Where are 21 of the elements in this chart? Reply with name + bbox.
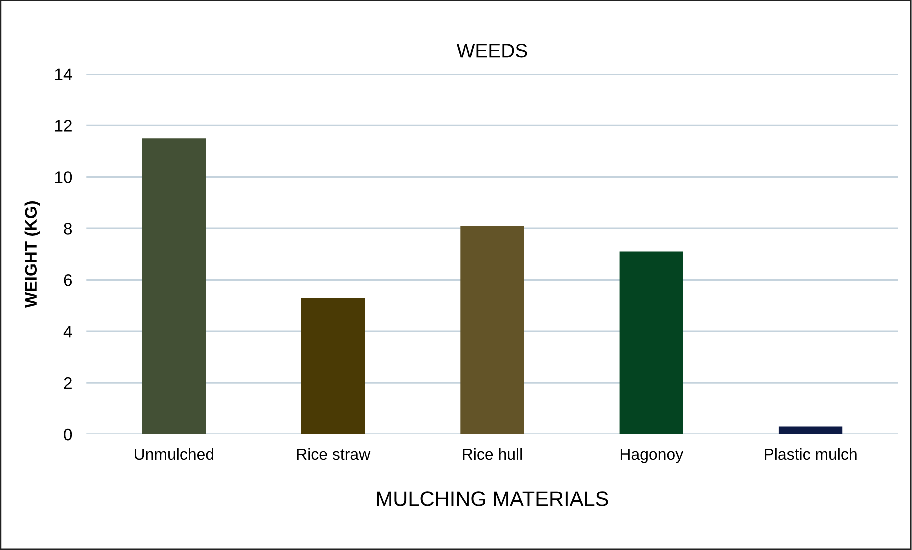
x-tick-label: Unmulched: [135, 448, 214, 460]
x-tick-label: Plastic mulch: [765, 448, 857, 460]
x-tick-label: Rice straw: [297, 448, 371, 460]
x-axis-title: MULCHING MATERIALS: [377, 492, 608, 506]
y-tick-label: 6: [64, 274, 72, 286]
y-tick-label: 4: [64, 326, 72, 338]
bar: [301, 298, 366, 434]
y-tick-label: 10: [55, 172, 72, 184]
bar: [778, 426, 843, 434]
bar: [460, 226, 524, 434]
x-tick-label: Hagonoy: [620, 448, 684, 464]
y-axis-title: WEIGHT (KG): [24, 202, 40, 308]
y-tick-label: 0: [64, 428, 72, 441]
bar: [142, 138, 206, 434]
x-tick-label: Rice hull: [463, 448, 522, 460]
y-tick-label: 12: [55, 120, 72, 132]
y-tick-label: 14: [55, 68, 72, 80]
y-tick-label: 8: [64, 223, 72, 235]
chart-title: WEEDS: [456, 44, 528, 58]
bar: [620, 252, 684, 434]
y-tick-label: 2: [64, 377, 72, 390]
